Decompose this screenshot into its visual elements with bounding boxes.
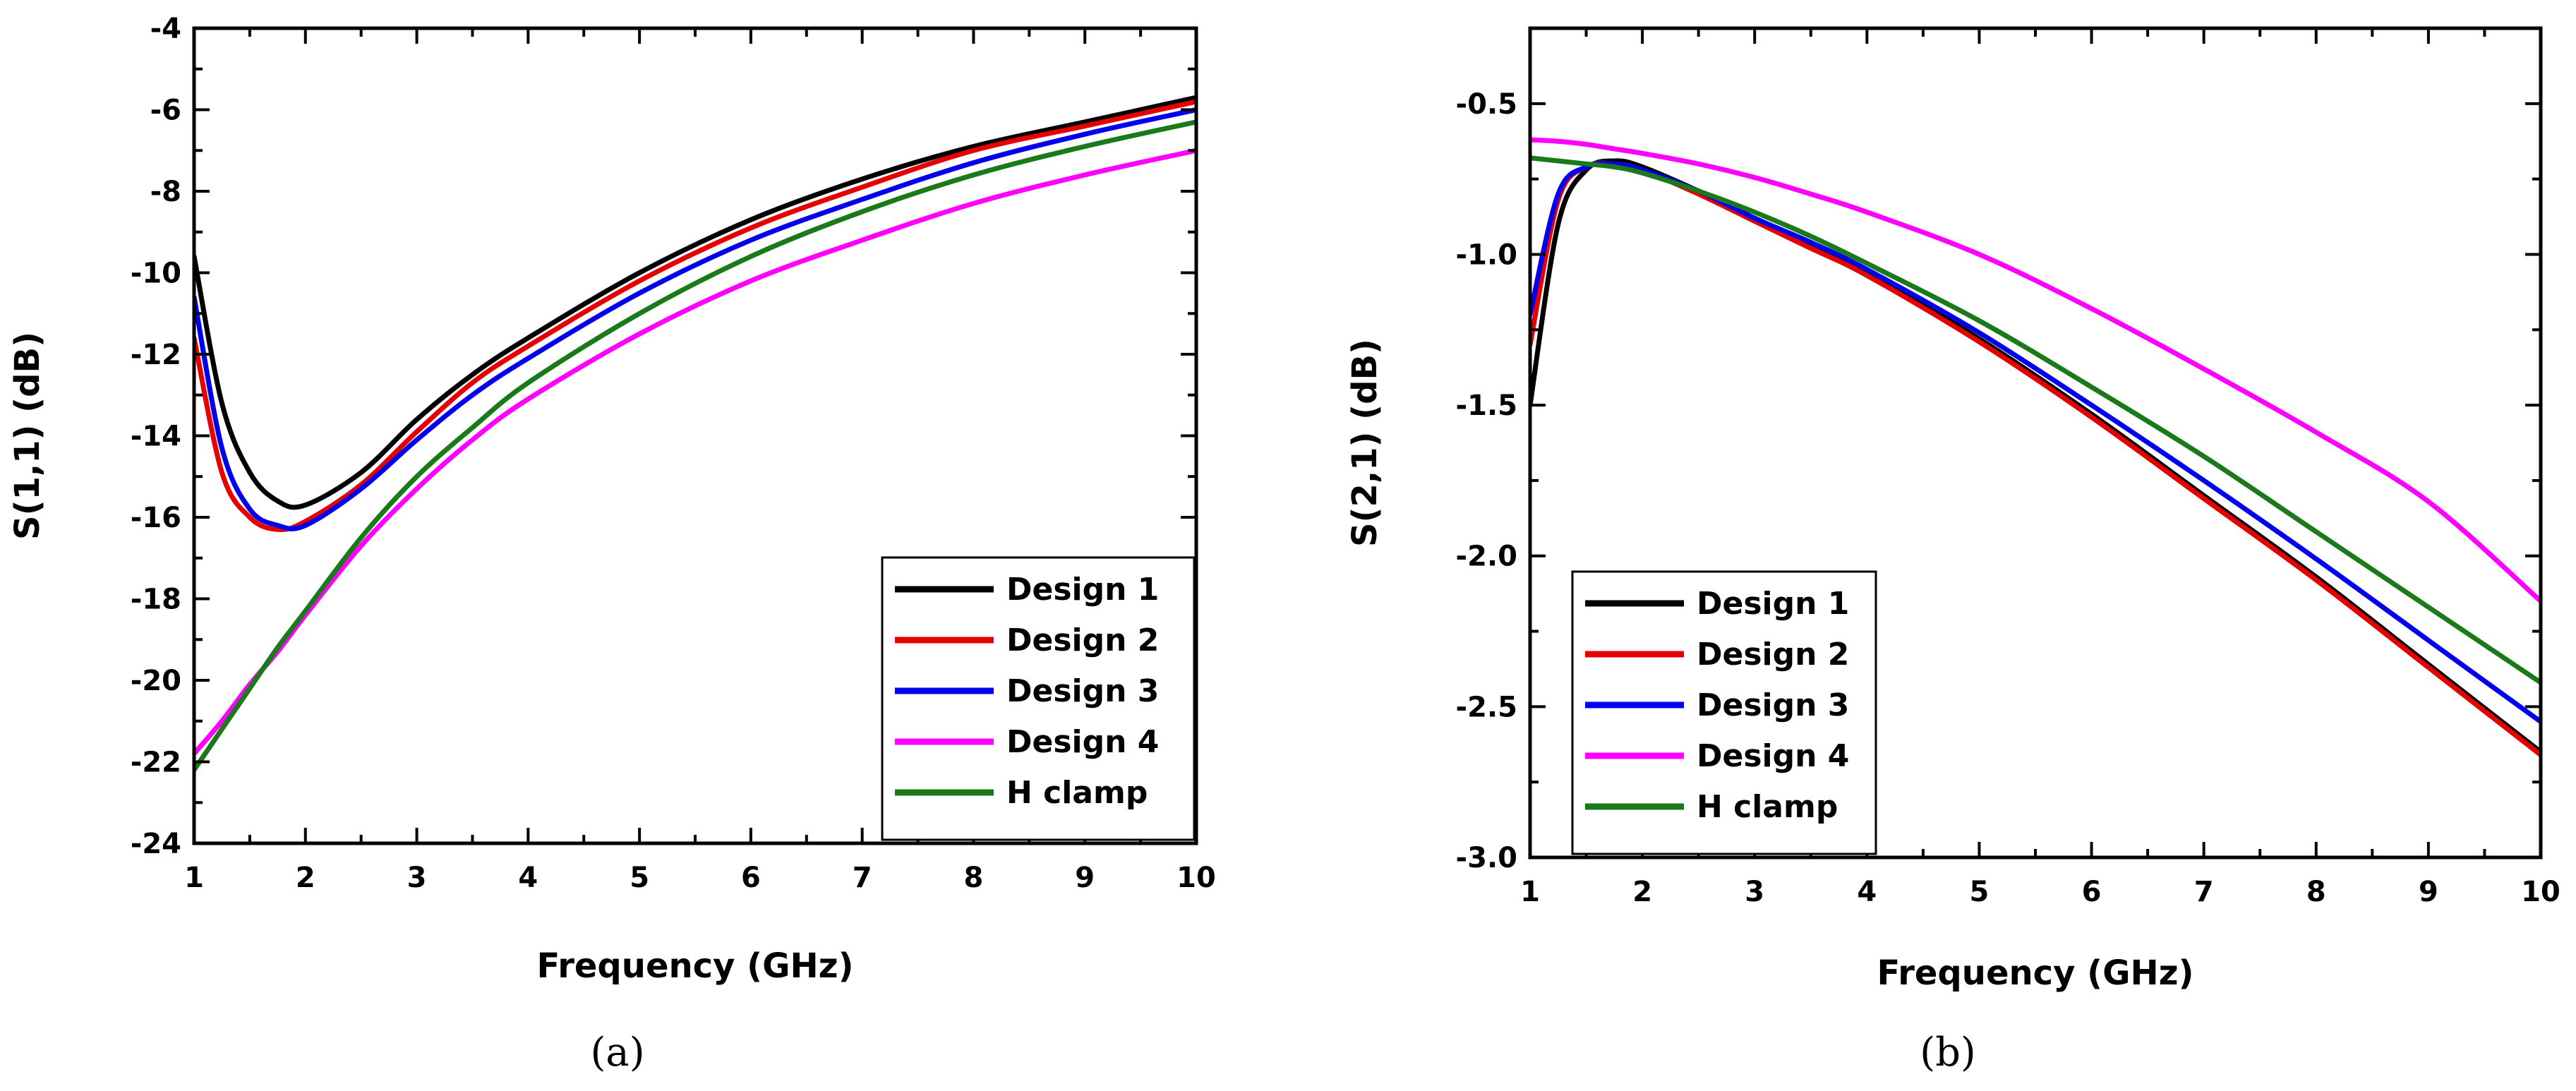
chart-a-series-h-clamp [194,119,1196,773]
chart-a-xtick-label: 10 [1176,862,1216,894]
chart-a-legend-label: Design 4 [1006,724,1159,760]
chart-b-xtick-label: 4 [1857,876,1877,908]
chart-a-legend-label: Design 2 [1006,622,1159,658]
chart-b-series-design-4 [1530,137,2541,604]
chart-b-series-h-clamp [1530,155,2541,685]
chart-b-xtick-label: 3 [1745,876,1764,908]
chart-a-ytick-label: -4 [150,13,181,45]
chart-b-curves [1530,137,2541,758]
chart-a-curves [194,95,1196,773]
chart-a-ytick-label: -22 [131,747,181,779]
chart-a-legend-label: Design 3 [1006,673,1159,709]
chart-b-legend-label: Design 1 [1697,586,1849,622]
chart-b-xtick-label: 8 [2306,876,2326,908]
chart-a-legend-label: Design 1 [1006,572,1159,608]
chart-b-xtick-label: 10 [2521,876,2560,908]
chart-a-xlabel: Frequency (GHz) [536,946,853,986]
chart-b-ytick-label: -3.0 [1456,842,1517,874]
chart-b-xtick-label: 7 [2194,876,2214,908]
chart-a-ytick-label: -18 [131,584,181,616]
chart-a-caption: (a) [590,1030,644,1075]
chart-b-xtick-label: 5 [1970,876,1990,908]
chart-a-xtick-label: 1 [184,862,204,894]
chart-a-ytick-label: -20 [131,665,181,697]
chart-b-legend: Design 1 Design 2 Design 3 Design 4 H clamp [1571,570,1877,855]
chart-b-xtick-label: 2 [1632,876,1652,908]
chart-a-ytick-label: -6 [150,95,181,127]
chart-a-xtick-label: 5 [630,862,649,894]
chart-a-xtick-label: 4 [518,862,538,894]
chart-b-ytick-label: -2.0 [1456,541,1517,573]
chart-b-ytick-label: -1.5 [1456,390,1517,422]
chart-a-xtick-label: 9 [1075,862,1095,894]
chart-b-xtick-label: 9 [2419,876,2438,908]
chart-a-ytick-label: -14 [131,421,181,453]
chart-a-ytick-label: -10 [131,258,181,290]
chart-b-legend-label: Design 3 [1697,687,1849,723]
chart-a-ytick-label: -8 [150,176,181,208]
chart-b-ytick-label: -1.0 [1456,239,1517,271]
chart-b-xtick-label: 6 [2082,876,2102,908]
chart-a-ytick-label: -24 [131,828,181,860]
chart-a-series-design-3 [194,107,1196,531]
chart-b-legend-label: Design 4 [1697,738,1849,774]
chart-b-legend-label: Design 2 [1697,637,1849,673]
chart-a-legend: Design 1 Design 2 Design 3 Design 4 H clamp [881,556,1196,841]
chart-a-xtick-label: 8 [964,862,984,894]
chart-b-ytick-label: -2.5 [1456,691,1517,723]
chart-a-xtick-label: 3 [407,862,427,894]
chart-a-legend-label: H clamp [1006,775,1148,811]
chart-a-series-design-2 [194,99,1196,533]
chart-b-ytick-label: -0.5 [1456,88,1517,121]
chart-a-ytick-label: -12 [131,339,181,371]
chart-b: 1 2 3 4 5 6 7 8 9 10 -3.0 -2.5 -2.0 -1.5 -1.0 -0.5 Frequ… [1345,26,2560,1075]
chart-a-ylabel: S(1,1) (dB) [8,332,47,540]
chart-b-caption: (b) [1920,1030,1976,1075]
chart-a-series-design-1 [194,95,1196,510]
chart-b-xtick-label: 1 [1520,876,1540,908]
chart-a-xtick-label: 7 [853,862,872,894]
chart-a-xtick-label: 2 [296,862,315,894]
chart-a: 1 2 3 4 5 6 7 8 9 10 -24 -22 -20 -18 -16 -14 -12 -10 -8 -6 -… [8,13,1216,1075]
chart-b-xlabel: Frequency (GHz) [1877,953,2193,993]
chart-b-ylabel: S(2,1) (dB) [1345,339,1385,547]
chart-a-xtick-label: 6 [741,862,761,894]
chart-a-ytick-label: -16 [131,502,181,534]
chart-b-legend-label: H clamp [1697,789,1838,825]
